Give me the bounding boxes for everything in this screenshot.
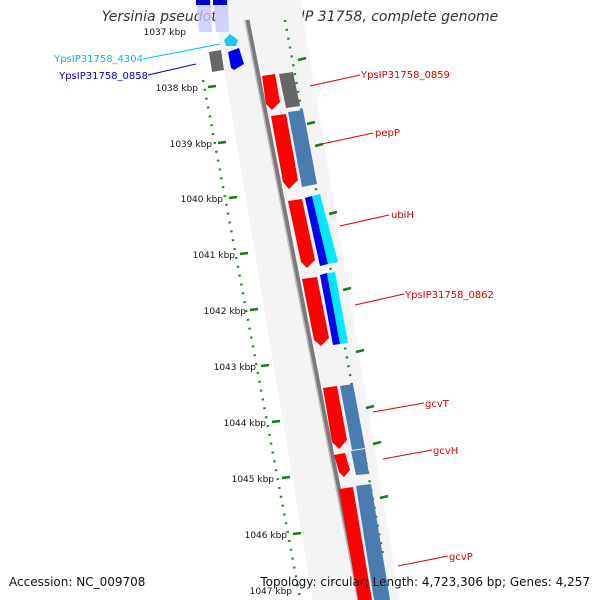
genome-summary-text: Topology: circular; Length: 4,723,306 bp… (260, 575, 590, 589)
cds-arrow (271, 114, 298, 189)
gene-labels: YpsIP31758_4304 YpsIP31758_0858 YpsIP317… (53, 54, 494, 563)
cds-arrow (334, 453, 350, 477)
gene-block (279, 72, 300, 108)
kbp-label: 1041 kbp (193, 251, 236, 261)
kbp-label: 1043 kbp (214, 363, 257, 373)
kbp-label: 1044 kbp (224, 419, 267, 429)
kbp-label: 1045 kbp (232, 475, 275, 485)
cog-cyan (327, 272, 348, 344)
feature-cyan (224, 34, 238, 46)
gc-content-track-right (283, 19, 386, 561)
kbp-tick-marks (207, 84, 302, 536)
gene-label-gcvP: gcvP (449, 552, 473, 563)
feature-blue (228, 48, 244, 70)
cog-blue (305, 196, 328, 266)
feature-grey (209, 50, 224, 72)
cds-arrow (323, 386, 347, 449)
gene-ubiH (288, 194, 338, 268)
gene-gcvT (323, 384, 365, 450)
gene-gcvP (339, 484, 390, 600)
gene-label-ubiH: ubiH (391, 210, 414, 221)
top-features (196, 0, 229, 32)
cds-arrow (302, 277, 329, 346)
gene-0859 (262, 72, 300, 110)
kbp-label: 1038 kbp (156, 84, 199, 94)
kbp-tick-labels: 1037 kbp 1038 kbp 1039 kbp 1040 kbp 1041… (144, 28, 293, 597)
genome-backbone-highlight (244, 19, 359, 600)
gene-label-gcvH: gcvH (433, 446, 458, 457)
gene-block (351, 449, 369, 475)
gene-label-pepP: pepP (375, 128, 400, 139)
cog-cyan (312, 194, 338, 264)
gene-label-0859: YpsIP31758_0859 (360, 70, 450, 81)
cds-arrow (339, 487, 372, 600)
cds-arrow (288, 199, 315, 268)
leader-lines (142, 43, 449, 567)
cog-blue (320, 273, 340, 345)
genome-backbone (244, 19, 363, 600)
gc-skew-marks (297, 56, 389, 500)
kbp-label: 1042 kbp (204, 307, 247, 317)
kbp-label: 1037 kbp (144, 28, 187, 38)
gene-block (340, 384, 365, 450)
kbp-label: 1047 kbp (250, 587, 293, 597)
gene-pepP (271, 110, 317, 189)
gene-block (288, 110, 317, 187)
gene-label-0862: YpsIP31758_0862 (404, 290, 494, 301)
gene-gcvH (334, 449, 369, 477)
gene-label-gcvT: gcvT (425, 399, 450, 410)
gene-label-4304: YpsIP31758_4304 (53, 54, 143, 65)
kbp-label: 1046 kbp (245, 531, 288, 541)
accession-text: Accession: NC_009708 (9, 575, 146, 589)
kbp-label: 1039 kbp (170, 140, 213, 150)
gene-label-0858: YpsIP31758_0858 (58, 71, 148, 82)
kbp-label: 1040 kbp (181, 195, 224, 205)
gene-block (356, 484, 390, 600)
small-features (209, 34, 244, 72)
cds-arrow (262, 74, 280, 110)
gene-0862 (302, 272, 348, 346)
